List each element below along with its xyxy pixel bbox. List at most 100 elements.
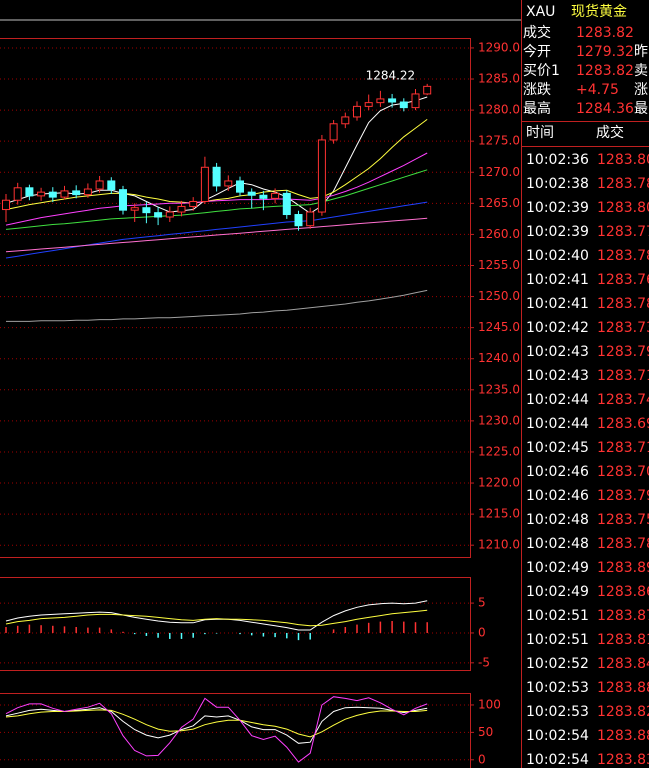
trade-price: 1283.86 [597, 584, 649, 600]
macd-bar [286, 632, 288, 639]
y-tick-label: 1235.0 [478, 382, 520, 396]
y-tick-label: 100 [478, 697, 501, 711]
trade-time: 10:02:45 [526, 440, 589, 456]
y-tick-label: 0 [478, 752, 486, 766]
indicator-line [5, 152, 428, 226]
candle-body [224, 180, 233, 187]
candle-body [107, 180, 116, 191]
quote-value: 1284.36 [576, 101, 634, 117]
trade-price: 1283.69 [597, 416, 649, 432]
candle-body [236, 180, 244, 193]
macd-bar [169, 632, 171, 639]
y-tick-label: 1280.0 [478, 103, 520, 117]
macd-bar [75, 626, 77, 633]
macd-bar [110, 629, 113, 633]
trade-price: 1283.71 [597, 368, 649, 384]
candle-body [177, 205, 186, 213]
macd-bar [204, 632, 206, 635]
trade-price: 1283.75 [597, 512, 649, 528]
trade-price: 1283.77 [597, 224, 649, 240]
macd-bar [379, 621, 382, 633]
indicator-line [5, 217, 428, 253]
macd-bar [52, 625, 54, 633]
macd-bar [157, 632, 159, 638]
trade-time: 10:02:46 [526, 464, 589, 480]
kdj-frame [0, 693, 471, 768]
candle-body [25, 187, 34, 197]
y-tick-label: 1245.0 [478, 320, 520, 334]
trade-price: 1283.87 [597, 608, 649, 624]
indicator-line [5, 201, 428, 259]
trade-time: 10:02:40 [526, 248, 589, 264]
macd-bar [262, 632, 265, 637]
trade-time: 10:02:54 [526, 752, 589, 768]
trade-time: 10:02:54 [526, 728, 589, 744]
candle-body [423, 85, 432, 95]
macd-bar [5, 626, 7, 633]
trade-price: 1283.78 [597, 536, 649, 552]
candle-body [72, 190, 81, 196]
candle-body [317, 139, 326, 213]
trade-price: 1283.78 [597, 176, 649, 192]
macd-bar [98, 627, 101, 633]
candle-body [154, 212, 163, 218]
quote-value: 1279.32 [576, 44, 634, 60]
candle-body [341, 116, 350, 125]
candle-body [130, 207, 139, 211]
macd-bar [28, 624, 31, 633]
candle-body [306, 211, 315, 227]
trade-price: 1283.78 [597, 248, 649, 264]
trade-price: 1283.82 [597, 704, 649, 720]
indicator-line [5, 169, 428, 230]
quote-extra: 卖 [634, 63, 648, 79]
y-tick-label: -5 [478, 655, 490, 669]
quote-value: 1283.82 [576, 25, 634, 41]
quote-label: 买价1 [523, 63, 560, 79]
candle-body [189, 200, 198, 207]
indicator-line [5, 709, 428, 738]
macd-bar [403, 621, 405, 633]
trade-time: 10:02:44 [526, 392, 589, 408]
trade-price: 1283.73 [597, 320, 649, 336]
candle-body [282, 192, 291, 216]
trade-time: 10:02:41 [526, 272, 589, 288]
trade-time: 10:02:51 [526, 608, 589, 624]
macd-bar [297, 632, 300, 641]
y-tick-label: 1265.0 [478, 196, 520, 210]
macd-bar [180, 632, 183, 639]
candle-body [353, 105, 361, 118]
trade-price: 1283.76 [597, 272, 649, 288]
y-tick-label: 1210.0 [478, 538, 520, 552]
trade-time: 10:02:39 [526, 200, 589, 216]
candle-body [411, 93, 420, 109]
instrument-name: 现货黄金 [571, 3, 627, 20]
trade-time: 10:02:48 [526, 536, 589, 552]
y-tick-label: 1240.0 [478, 351, 520, 365]
trade-price: 1283.78 [597, 296, 649, 312]
candle-body [2, 199, 10, 211]
macd-bar [215, 632, 218, 634]
trade-time: 10:02:43 [526, 344, 589, 360]
trade-time: 10:02:49 [526, 560, 589, 576]
y-tick-label: 1230.0 [478, 413, 520, 427]
trades-header: 成交 [596, 124, 624, 141]
candle-body [271, 192, 280, 199]
candle-body [294, 214, 303, 227]
trade-time: 10:02:48 [526, 512, 589, 528]
trade-time: 10:02:52 [526, 656, 589, 672]
quote-value: +4.75 [576, 82, 619, 98]
candle-body [376, 98, 385, 104]
y-tick-label: 5 [478, 596, 486, 610]
trade-time: 10:02:53 [526, 680, 589, 696]
y-tick-label: 0 [478, 625, 486, 639]
trade-time: 10:02:49 [526, 584, 589, 600]
quote-label: 今开 [523, 44, 551, 60]
macd-bar [40, 625, 42, 633]
macd-bar [309, 632, 311, 640]
quote-label: 成交 [523, 24, 551, 41]
y-tick-label: 1270.0 [478, 165, 520, 179]
trade-price: 1283.88 [597, 680, 649, 696]
macd-bar [239, 632, 241, 635]
macd-bar [367, 622, 370, 633]
